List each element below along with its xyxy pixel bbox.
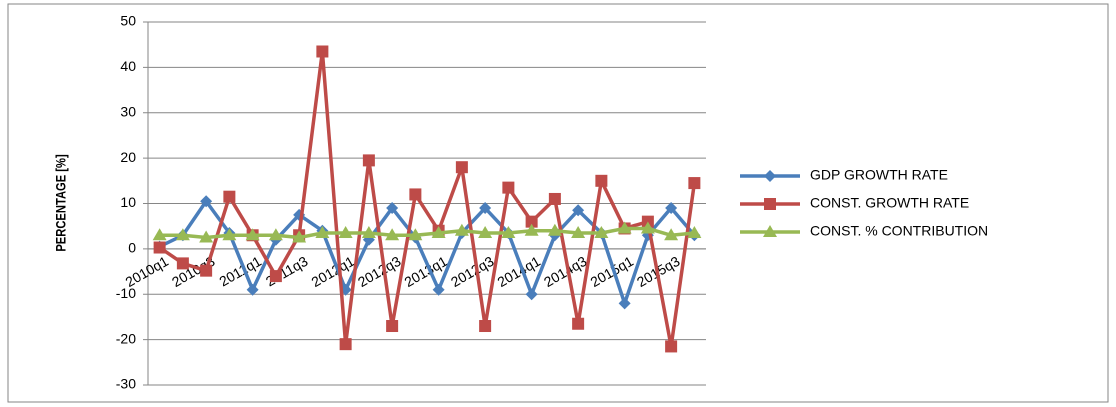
- y-tick-label: -30: [116, 376, 136, 392]
- y-tick-label: 10: [120, 194, 136, 210]
- point: [618, 297, 631, 310]
- point: [385, 228, 400, 241]
- point: [640, 221, 655, 234]
- point: [572, 204, 585, 217]
- point: [502, 181, 515, 194]
- point: [479, 202, 492, 215]
- legend-label: GDP GROWTH RATE: [810, 167, 948, 183]
- point: [409, 188, 422, 201]
- point: [525, 215, 538, 228]
- point: [454, 223, 469, 236]
- y-tick-label: 0: [128, 240, 136, 256]
- legend-label: CONST. % CONTRIBUTION: [810, 223, 988, 239]
- point: [665, 340, 678, 353]
- point: [338, 225, 353, 238]
- y-tick-label: 40: [120, 58, 136, 74]
- point: [595, 174, 608, 187]
- point: [572, 317, 585, 330]
- point: [316, 45, 329, 58]
- point: [594, 225, 609, 238]
- point: [386, 202, 399, 215]
- point: [315, 225, 330, 238]
- y-axis-label: PERCENTAGE [%]: [54, 154, 69, 251]
- point: [386, 320, 399, 333]
- y-tick-label: -10: [116, 285, 136, 301]
- point: [246, 283, 259, 296]
- point: [501, 225, 516, 238]
- point: [571, 225, 586, 238]
- legend-marker: [764, 198, 776, 210]
- y-tick-label: 20: [120, 149, 136, 165]
- point: [292, 230, 307, 243]
- point: [199, 230, 214, 243]
- point: [688, 177, 701, 190]
- point: [269, 270, 282, 283]
- point: [664, 228, 679, 241]
- point: [524, 223, 539, 236]
- point: [222, 228, 237, 241]
- point: [200, 195, 213, 208]
- point: [455, 161, 468, 174]
- point: [432, 283, 445, 296]
- series-line: [158, 49, 697, 349]
- legend-marker: [764, 170, 776, 182]
- point: [431, 225, 446, 238]
- point: [362, 154, 375, 167]
- point: [478, 225, 493, 238]
- y-tick-label: 50: [120, 13, 136, 29]
- legend-marker: [763, 225, 777, 237]
- point: [175, 228, 190, 241]
- point: [268, 228, 283, 241]
- y-tick-label: -20: [116, 330, 136, 346]
- point: [687, 225, 702, 238]
- point: [408, 228, 423, 241]
- point: [548, 192, 561, 205]
- series-line: [158, 199, 696, 306]
- point: [339, 338, 352, 351]
- point: [223, 190, 236, 203]
- point: [361, 225, 376, 238]
- point: [153, 241, 166, 254]
- y-tick-label: 30: [120, 103, 136, 119]
- legend-label: CONST. GROWTH RATE: [810, 195, 969, 211]
- point: [152, 228, 167, 241]
- point: [200, 264, 213, 277]
- point: [245, 228, 260, 241]
- point: [176, 257, 189, 270]
- point: [665, 202, 678, 215]
- point: [547, 223, 562, 236]
- point: [525, 288, 538, 301]
- point: [479, 320, 492, 333]
- point: [617, 221, 632, 234]
